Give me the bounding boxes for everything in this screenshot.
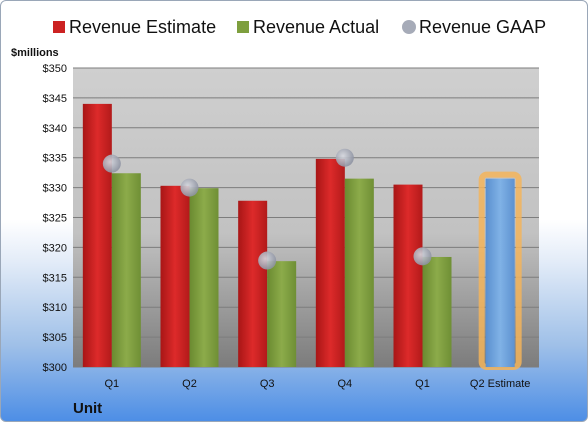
x-axis-ticks: Q1 Q2 Q3 Q4 Q1 Q2 Estimate: [104, 378, 530, 390]
gaap-marker: [335, 148, 354, 167]
legend-swatch: [237, 21, 249, 33]
gaap-marker: [102, 154, 121, 173]
x-axis-title: Unit: [73, 400, 102, 417]
x-tick-label: Q4: [337, 378, 352, 390]
y-axis-ticks: $300 $305 $310 $315 $320 $325 $330 $335 $340 $345…: [43, 63, 67, 374]
x-tick-label: Q2 Estimate: [470, 378, 531, 390]
estimate-bar: [393, 184, 423, 367]
q2-estimate-bar: [485, 178, 515, 367]
gaap-marker: [180, 178, 199, 197]
x-tick-label: Q1: [415, 378, 430, 390]
y-tick-label: $305: [43, 332, 67, 344]
y-tick-label: $315: [43, 272, 67, 284]
actual-bar: [267, 261, 297, 367]
legend-label: Revenue GAAP: [419, 17, 546, 37]
gaap-marker: [258, 251, 277, 270]
legend-label: Revenue Actual: [253, 17, 379, 37]
legend-swatch: [402, 20, 416, 34]
actual-bar: [189, 188, 219, 367]
bar-marks: [82, 103, 522, 370]
estimate-bar: [82, 103, 112, 367]
y-tick-label: $310: [43, 302, 67, 314]
y-tick-label: $325: [43, 213, 67, 225]
y-tick-label: $330: [43, 183, 67, 195]
legend-swatch: [53, 21, 65, 33]
y-tick-label: $340: [43, 123, 67, 135]
x-tick-label: Q1: [104, 378, 119, 390]
y-tick-label: $350: [43, 63, 67, 75]
y-tick-label: $320: [43, 242, 67, 254]
y-tick-label: $345: [43, 93, 67, 105]
estimate-bar: [315, 158, 345, 367]
y-axis-unit-label: $millions: [11, 47, 59, 59]
actual-bar: [111, 173, 141, 367]
x-tick-label: Q2: [182, 378, 197, 390]
gridlines: [73, 67, 539, 368]
y-tick-label: $300: [43, 362, 67, 374]
legend-label: Revenue Estimate: [69, 17, 216, 37]
estimate-bar: [160, 185, 190, 367]
gaap-markers: [102, 148, 432, 270]
x-tick-label: Q3: [260, 378, 275, 390]
y-tick-label: $335: [43, 153, 67, 165]
actual-bar: [422, 256, 452, 367]
actual-bar: [344, 178, 374, 367]
gaap-marker: [413, 247, 432, 266]
chart-legend: Revenue Estimate Revenue Actual Revenue GA…: [53, 17, 546, 37]
estimate-bar: [238, 200, 268, 367]
